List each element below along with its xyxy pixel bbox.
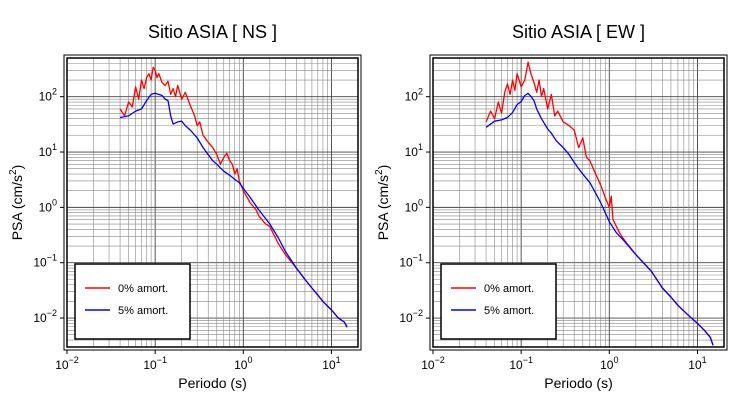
y-tick-label-exponent: 0 — [418, 197, 423, 207]
plot-frame-outer — [63, 54, 362, 351]
y-tick-label-exponent: −1 — [413, 253, 423, 263]
x-tick-label-exponent: −2 — [69, 355, 79, 365]
y-axis-label-main: PSA (cm/s — [375, 175, 391, 240]
x-tick-label-exponent: −2 — [435, 355, 445, 365]
y-tick-label-base: 10 — [39, 90, 53, 104]
y-tick-label-exponent: 2 — [52, 87, 57, 97]
plot-frame — [432, 57, 725, 348]
y-tick-label-base: 10 — [405, 200, 419, 214]
legend-box — [74, 263, 191, 340]
y-tick-label-exponent: 0 — [52, 197, 57, 207]
x-tick-label-exponent: 1 — [336, 355, 341, 365]
legend-label: 0% amort. — [484, 283, 534, 295]
y-tick-label: 10−2 — [399, 308, 423, 325]
y-axis-label: PSA (cm/s2) — [374, 165, 391, 241]
x-tick-label-base: 10 — [234, 358, 248, 372]
x-tick-label: 101 — [688, 355, 706, 372]
y-tick-label: 100 — [39, 197, 57, 214]
plot-frame — [66, 57, 359, 348]
legend-label: 5% amort. — [484, 305, 534, 317]
y-tick-label-base: 10 — [399, 256, 413, 270]
x-tick-label: 100 — [600, 355, 618, 372]
y-tick-label-base: 10 — [33, 311, 47, 325]
y-tick-label: 101 — [405, 142, 423, 159]
y-tick-label-exponent: 1 — [418, 142, 423, 152]
x-tick-label-base: 10 — [688, 358, 702, 372]
y-tick-label: 101 — [39, 142, 57, 159]
x-tick-label-base: 10 — [143, 358, 157, 372]
x-axis-ticks: 10−2 10−1 100 101 — [55, 350, 341, 372]
chart-title: Sitio ASIA [ NS ] — [148, 22, 277, 42]
x-axis-label: Periodo (s) — [178, 375, 246, 391]
y-axis-label-superscript: 2 — [374, 169, 385, 175]
y-tick-label-base: 10 — [405, 90, 419, 104]
x-tick-label-base: 10 — [600, 358, 614, 372]
y-tick-label-exponent: −2 — [413, 308, 423, 318]
x-tick-label-base: 10 — [509, 358, 523, 372]
x-tick-label: 10−2 — [421, 355, 445, 372]
x-tick-label: 10−2 — [55, 355, 79, 372]
y-tick-label: 10−1 — [33, 253, 57, 270]
x-tick-label-exponent: −1 — [523, 355, 533, 365]
chart-title: Sitio ASIA [ EW ] — [512, 22, 645, 42]
legend-label: 5% amort. — [118, 305, 168, 317]
x-tick-label: 101 — [322, 355, 340, 372]
y-tick-label-exponent: −2 — [47, 308, 57, 318]
y-axis-label-close: ) — [375, 165, 391, 170]
y-tick-label-exponent: 2 — [418, 87, 423, 97]
x-tick-label-base: 10 — [421, 358, 435, 372]
series-line-undamped — [119, 66, 348, 327]
y-tick-label-exponent: −1 — [47, 253, 57, 263]
x-tick-label-base: 10 — [322, 358, 336, 372]
x-tick-label-exponent: −1 — [157, 355, 167, 365]
y-tick-label-base: 10 — [399, 311, 413, 325]
legend: 0% amort. 5% amort. — [440, 263, 557, 340]
y-tick-label-base: 10 — [33, 256, 47, 270]
x-tick-label-exponent: 0 — [247, 355, 252, 365]
x-axis-ticks: 10−2 10−1 100 101 — [421, 350, 707, 372]
x-axis-label: Periodo (s) — [544, 375, 612, 391]
x-tick-label-exponent: 1 — [702, 355, 707, 365]
y-axis-label: PSA (cm/s2) — [8, 165, 25, 241]
y-tick-label: 102 — [39, 87, 57, 104]
x-tick-label: 10−1 — [509, 355, 533, 372]
legend: 0% amort. 5% amort. — [74, 263, 191, 340]
x-tick-label-exponent: 0 — [613, 355, 618, 365]
x-tick-label: 100 — [234, 355, 252, 372]
x-tick-label-base: 10 — [55, 358, 69, 372]
y-tick-label: 10−2 — [33, 308, 57, 325]
x-tick-label: 10−1 — [143, 355, 167, 372]
y-tick-label: 102 — [405, 87, 423, 104]
y-tick-label: 100 — [405, 197, 423, 214]
y-axis-label-close: ) — [9, 165, 25, 170]
y-tick-label-base: 10 — [405, 145, 419, 159]
series-line-damped — [119, 92, 348, 328]
y-tick-label: 10−1 — [399, 253, 423, 270]
plot-frame-outer — [429, 54, 728, 351]
y-tick-label-base: 10 — [39, 145, 53, 159]
y-axis-label-superscript: 2 — [8, 169, 19, 175]
legend-label: 0% amort. — [118, 283, 168, 295]
legend-box — [440, 263, 557, 340]
y-tick-label-exponent: 1 — [52, 142, 57, 152]
y-tick-label-base: 10 — [39, 200, 53, 214]
y-axis-label-main: PSA (cm/s — [9, 175, 25, 240]
series-line-damped — [485, 92, 714, 346]
